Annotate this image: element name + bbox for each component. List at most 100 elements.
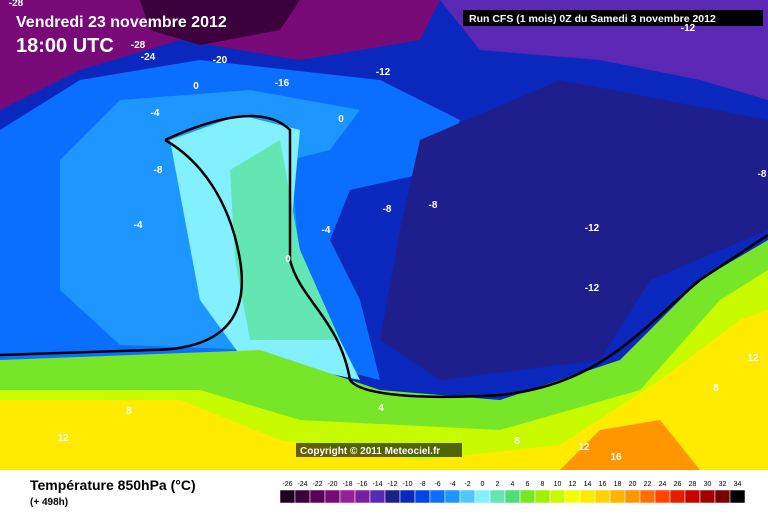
color-tick-label: 8 bbox=[541, 481, 545, 488]
color-tick-label: 32 bbox=[719, 481, 727, 488]
color-swatch bbox=[504, 489, 521, 504]
color-swatch bbox=[339, 489, 356, 504]
contour-label: 12 bbox=[747, 353, 759, 364]
contour-label: 8 bbox=[514, 436, 520, 447]
color-swatch bbox=[729, 489, 746, 504]
mild-air bbox=[230, 140, 340, 340]
color-swatch bbox=[294, 489, 311, 504]
color-swatch bbox=[384, 489, 401, 504]
cold-region bbox=[0, 0, 440, 110]
color-swatch bbox=[354, 489, 371, 504]
color-tick-label: 22 bbox=[644, 481, 652, 488]
color-tick-label: 28 bbox=[689, 481, 697, 488]
color-swatch bbox=[684, 489, 701, 504]
cold-air-europe bbox=[380, 80, 768, 380]
color-swatch bbox=[549, 489, 566, 504]
date-title: Vendredi 23 novembre 2012 bbox=[16, 14, 227, 31]
zero-isotherm bbox=[0, 114, 768, 399]
color-swatch bbox=[579, 489, 596, 504]
color-swatch bbox=[564, 489, 581, 504]
color-swatch bbox=[654, 489, 671, 504]
color-swatch bbox=[459, 489, 476, 504]
contour-label: -24 bbox=[141, 52, 156, 63]
color-swatch bbox=[519, 489, 536, 504]
color-tick-label: 16 bbox=[599, 481, 607, 488]
color-tick-label: 30 bbox=[704, 481, 712, 488]
color-swatch bbox=[279, 489, 296, 504]
color-tick-label: -12 bbox=[387, 481, 397, 488]
color-tick-label: -24 bbox=[297, 481, 307, 488]
contour-label: 0 bbox=[338, 114, 344, 125]
color-swatch bbox=[594, 489, 611, 504]
color-swatch bbox=[399, 489, 416, 504]
color-tick-label: -10 bbox=[402, 481, 412, 488]
run-banner bbox=[463, 10, 763, 26]
contour-label: 12 bbox=[57, 433, 69, 444]
contour-label: -12 bbox=[681, 23, 696, 34]
legend-subtitle: (+ 498h) bbox=[30, 497, 68, 508]
color-swatch bbox=[474, 489, 491, 504]
color-tick-label: 26 bbox=[674, 481, 682, 488]
run-info: Run CFS (1 mois) 0Z du Samedi 3 novembre… bbox=[469, 13, 716, 25]
copyright: Copyright © 2011 Meteociel.fr bbox=[300, 446, 440, 457]
contour-label: 4 bbox=[378, 403, 384, 414]
color-tick-label: -22 bbox=[312, 481, 322, 488]
color-tick-label: 12 bbox=[569, 481, 577, 488]
contour-label: 0 bbox=[193, 81, 199, 92]
color-swatch bbox=[609, 489, 626, 504]
color-tick-label: -8 bbox=[419, 481, 425, 488]
warm-air bbox=[0, 310, 768, 470]
color-tick-label: -2 bbox=[464, 481, 470, 488]
color-swatch bbox=[414, 489, 431, 504]
color-tick-label: -20 bbox=[327, 481, 337, 488]
color-swatch bbox=[324, 489, 341, 504]
contour-label: -12 bbox=[585, 283, 600, 294]
color-tick-label: 20 bbox=[629, 481, 637, 488]
color-tick-label: 14 bbox=[584, 481, 592, 488]
color-tick-label: -14 bbox=[372, 481, 382, 488]
color-swatch bbox=[489, 489, 506, 504]
contour-label: 16 bbox=[610, 452, 622, 463]
contour-label: -28 bbox=[9, 0, 24, 9]
color-tick-label: -18 bbox=[342, 481, 352, 488]
color-swatch bbox=[714, 489, 731, 504]
color-tick-label: 0 bbox=[481, 481, 485, 488]
color-tick-label: 6 bbox=[526, 481, 530, 488]
color-swatch bbox=[429, 489, 446, 504]
contour-label: -16 bbox=[275, 78, 290, 89]
copyright-box bbox=[296, 443, 462, 457]
contour-labels: -28-24 -20-16-120-40-8-4-8 -8-40-12-12-8-1… bbox=[9, 0, 767, 463]
color-tick-label: -26 bbox=[282, 481, 292, 488]
contour-label: 8 bbox=[126, 406, 132, 417]
contour-label: -8 bbox=[383, 204, 392, 215]
contour-label: -4 bbox=[151, 108, 160, 119]
contour-label: -4 bbox=[134, 220, 143, 231]
cold-core bbox=[140, 0, 300, 45]
color-swatch bbox=[624, 489, 641, 504]
contour-label: -4 bbox=[322, 225, 331, 236]
legend-title: Température 850hPa (°C) bbox=[30, 477, 196, 493]
color-tick-label: -6 bbox=[434, 481, 440, 488]
color-swatch bbox=[639, 489, 656, 504]
color-swatch bbox=[669, 489, 686, 504]
color-swatch bbox=[309, 489, 326, 504]
contour-label: -8 bbox=[429, 200, 438, 211]
warm-air bbox=[560, 420, 700, 470]
contour-label: -12 bbox=[376, 67, 391, 78]
contour-label: -8 bbox=[154, 165, 163, 176]
contour-label: -20 bbox=[213, 55, 228, 66]
time-title: 18:00 UTC bbox=[16, 35, 114, 57]
contour-label: -8 bbox=[758, 169, 767, 180]
contour-label: -28 bbox=[131, 40, 146, 51]
contour-label: -12 bbox=[585, 223, 600, 234]
color-tick-label: 2 bbox=[496, 481, 500, 488]
contour-label: 12 bbox=[578, 442, 590, 453]
color-tick-label: 4 bbox=[511, 481, 515, 488]
color-tick-label: 34 bbox=[734, 481, 742, 488]
color-swatch bbox=[699, 489, 716, 504]
color-tick-label: 18 bbox=[614, 481, 622, 488]
color-tick-label: -16 bbox=[357, 481, 367, 488]
color-tick-label: 10 bbox=[554, 481, 562, 488]
contour-label: 0 bbox=[285, 254, 291, 265]
